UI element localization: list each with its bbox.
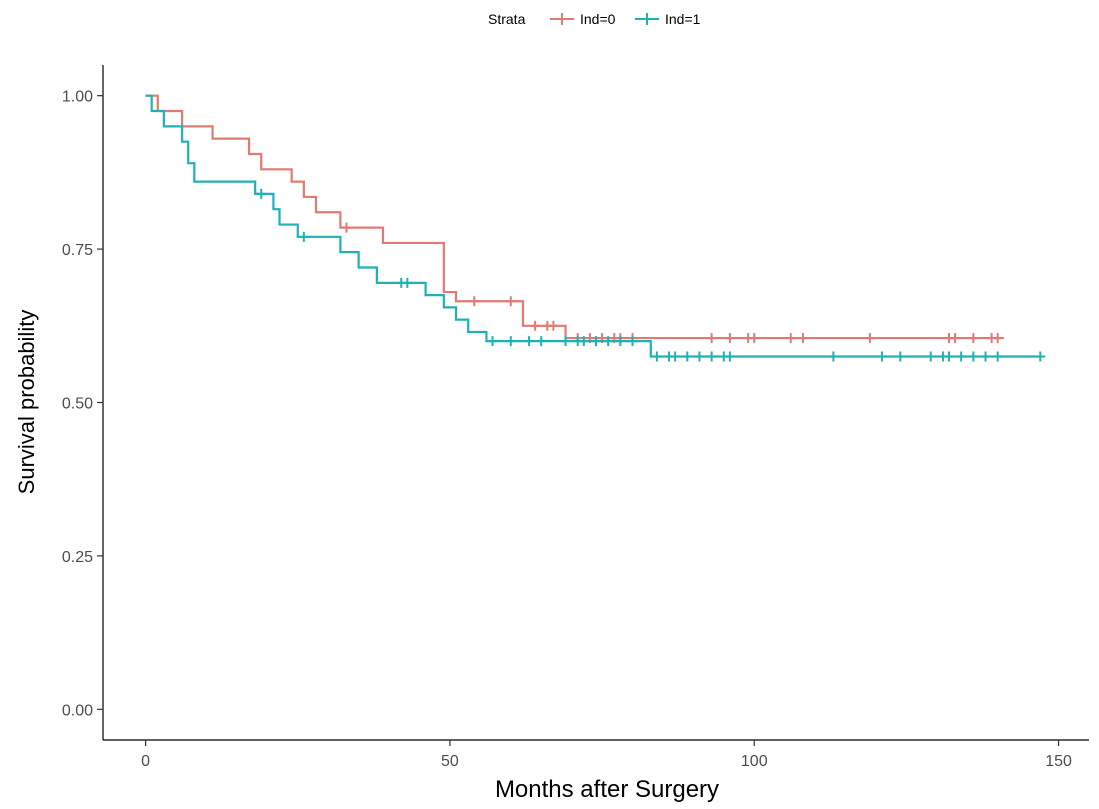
- censor-mark: [591, 336, 601, 347]
- y-axis-title: Survival probability: [14, 310, 39, 495]
- censor-mark: [530, 320, 541, 331]
- legend-entry: Ind=1: [635, 11, 701, 27]
- series-layer: [145, 94, 1046, 362]
- axes: 0 50 100 150 0.00 0.25 0.50 0.75 1.00: [62, 65, 1089, 770]
- censor-mark: [992, 351, 1003, 362]
- y-tick-label: 0.75: [62, 242, 93, 259]
- x-tick-label: 50: [441, 753, 459, 770]
- censor-mark: [706, 351, 717, 362]
- legend-key: [635, 13, 659, 25]
- legend-entry: Ind=0: [550, 11, 616, 27]
- censor-mark: [864, 333, 875, 344]
- legend-key: [550, 13, 574, 25]
- legend-label: Ind=1: [665, 11, 701, 27]
- survival-curve: [145, 94, 1004, 340]
- censor-mark: [992, 333, 1003, 344]
- y-tick-label: 1.00: [62, 89, 93, 106]
- censor-mark: [615, 336, 626, 347]
- censor-mark: [505, 336, 516, 347]
- censor-mark: [749, 333, 760, 344]
- series-Ind=1: [145, 94, 1046, 362]
- legend-entries: Ind=0 Ind=1: [550, 11, 701, 27]
- censor-mark: [469, 296, 480, 307]
- legend: Strata Ind=0 Ind=1: [488, 11, 701, 27]
- y-ticks: 0.00 0.25 0.50 0.75 1.00: [62, 89, 103, 719]
- censor-mark: [956, 351, 967, 362]
- censor-mark: [341, 222, 352, 233]
- censor-mark: [670, 351, 681, 362]
- censor-mark: [968, 333, 979, 344]
- censor-mark: [950, 333, 961, 344]
- censor-mark: [895, 351, 906, 362]
- censor-mark: [560, 336, 571, 347]
- censor-mark: [785, 333, 796, 344]
- censor-mark: [1035, 351, 1046, 362]
- censor-mark: [402, 277, 413, 288]
- x-tick-label: 100: [741, 753, 768, 770]
- censor-mark: [706, 333, 717, 344]
- legend-label: Ind=0: [580, 11, 616, 27]
- censor-mark: [627, 336, 638, 347]
- censor-mark: [298, 231, 309, 242]
- censor-mark: [944, 351, 955, 362]
- y-tick-label: 0.00: [62, 702, 93, 719]
- censor-mark: [256, 188, 267, 199]
- x-tick-label: 150: [1045, 753, 1072, 770]
- censor-mark: [828, 351, 839, 362]
- y-tick-label: 0.25: [62, 549, 93, 566]
- censor-mark: [925, 351, 936, 362]
- censor-mark: [548, 320, 559, 331]
- censor-mark: [980, 351, 991, 362]
- censor-mark: [724, 351, 735, 362]
- censor-mark: [524, 336, 535, 347]
- censor-mark: [578, 336, 589, 347]
- censor-mark: [682, 351, 693, 362]
- legend-title: Strata: [488, 11, 526, 27]
- censor-mark: [487, 336, 498, 347]
- censor-mark: [651, 351, 662, 362]
- censor-mark: [603, 336, 614, 347]
- censor-mark: [968, 351, 979, 362]
- censor-mark: [724, 333, 735, 344]
- censor-mark: [505, 296, 516, 307]
- x-tick-label: 0: [141, 753, 150, 770]
- censor-mark: [797, 333, 808, 344]
- censor-mark: [694, 351, 705, 362]
- x-axis-title: Months after Surgery: [495, 776, 719, 803]
- survival-curve: [145, 94, 1041, 358]
- y-tick-label: 0.50: [62, 396, 93, 413]
- censor-mark: [536, 336, 547, 347]
- censor-mark: [877, 351, 888, 362]
- x-ticks: 0 50 100 150: [141, 740, 1072, 770]
- series-Ind=0: [145, 94, 1004, 344]
